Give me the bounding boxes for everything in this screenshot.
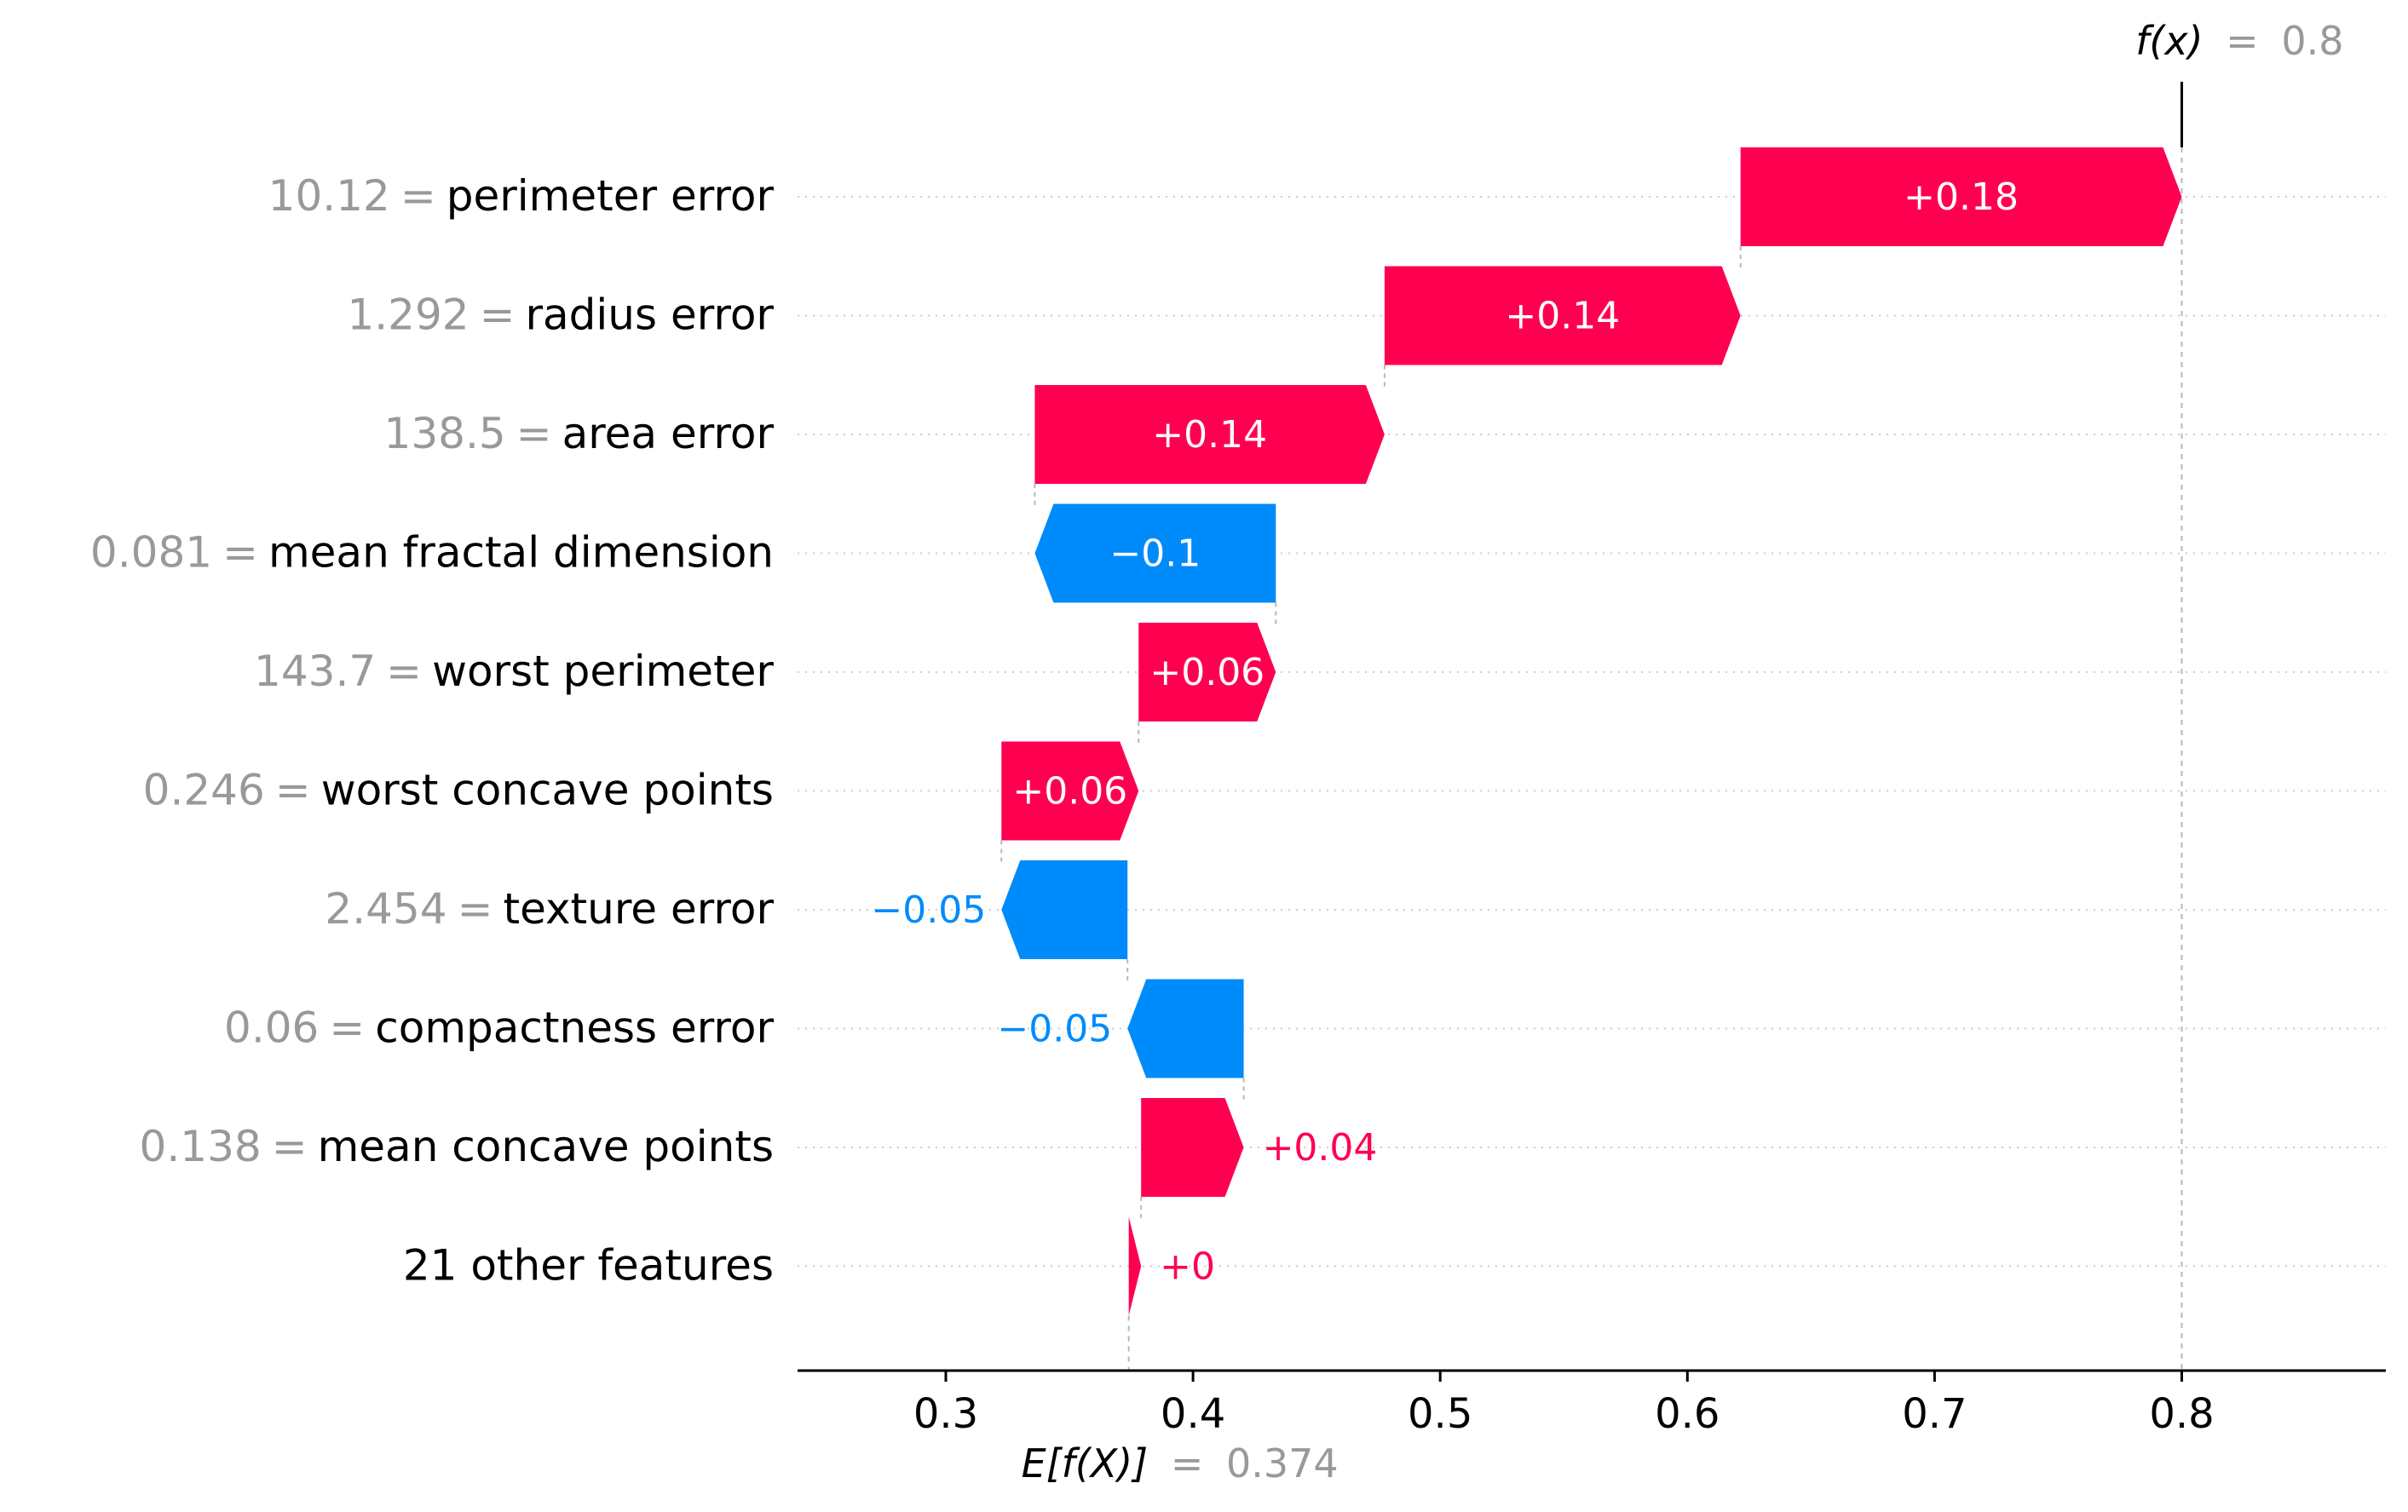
feature-eq: = <box>516 409 552 458</box>
feature-eq: = <box>275 766 311 815</box>
bar-value-label: +0 <box>1160 1245 1215 1289</box>
bar <box>1384 266 1741 365</box>
bar <box>1127 979 1244 1078</box>
feature-value: 138.5 <box>384 409 506 458</box>
feature-eq: = <box>386 647 422 696</box>
feature-name: texture error <box>503 884 774 934</box>
feature-label: 21 other features <box>403 1241 774 1291</box>
bar-value-label: −0.05 <box>871 888 986 932</box>
x-tick-label: 0.6 <box>1655 1390 1720 1438</box>
feature-name: perimeter error <box>446 171 775 221</box>
connectors <box>1000 246 1742 1222</box>
base-eq: = <box>1171 1440 1204 1486</box>
output-value-label: f(x) = 0.8 <box>2135 18 2343 64</box>
reference-lines <box>1127 82 2183 1371</box>
feature-label: 0.246 = worst concave points <box>143 766 774 815</box>
feature-value: 10.12 <box>268 171 390 221</box>
output-fn: f(x) <box>2135 18 2203 64</box>
feature-name: mean fractal dimension <box>268 528 774 578</box>
bar <box>1128 1216 1142 1316</box>
bar <box>1001 741 1139 841</box>
x-tick-label: 0.8 <box>2149 1390 2214 1438</box>
feature-label: 10.12 = perimeter error <box>268 171 775 221</box>
x-axis-ticks: 0.3 0.4 0.5 0.6 0.7 0.8 <box>913 1371 2215 1438</box>
feature-label: 0.138 = mean concave points <box>140 1122 774 1171</box>
feature-label: 143.7 = worst perimeter <box>254 647 774 696</box>
x-tick-label: 0.4 <box>1161 1390 1225 1438</box>
feature-value: 2.454 <box>325 884 446 934</box>
output-value: 0.8 <box>2281 18 2343 64</box>
bar-value-label: −0.05 <box>997 1008 1112 1051</box>
feature-eq: = <box>222 528 258 578</box>
feature-label: 0.06 = compactness error <box>224 1003 774 1053</box>
feature-label: 138.5 = area error <box>384 409 775 458</box>
feature-eq: = <box>480 290 516 340</box>
feature-eq: = <box>458 884 493 934</box>
feature-label: 2.454 = texture error <box>325 884 774 934</box>
base-fn: E[f(X)] <box>1022 1440 1149 1486</box>
bar <box>1001 860 1128 959</box>
bar <box>1034 503 1276 603</box>
base-value: 0.374 <box>1226 1440 1339 1486</box>
bar-value-label: +0.06 <box>1012 770 1127 813</box>
feature-name: mean concave points <box>318 1122 774 1171</box>
feature-eq: = <box>272 1122 308 1171</box>
bar-value-label: −0.1 <box>1109 532 1201 576</box>
feature-label: 0.081 = mean fractal dimension <box>90 528 774 578</box>
feature-eq: = <box>400 171 436 221</box>
feature-value: 0.06 <box>224 1003 319 1053</box>
bar-value-label: +0.06 <box>1149 651 1264 694</box>
feature-label: 1.292 = radius error <box>347 290 774 340</box>
feature-value: 143.7 <box>254 647 376 696</box>
feature-eq: = <box>329 1003 365 1053</box>
output-eq: = <box>2226 18 2259 64</box>
bar <box>1740 147 2182 246</box>
bar-value-label: +0.18 <box>1904 175 2019 219</box>
base-value-label: E[f(X)] = 0.374 <box>1022 1440 1339 1486</box>
feature-value: 1.292 <box>347 290 469 340</box>
x-tick-label: 0.5 <box>1408 1390 1472 1438</box>
x-tick-label: 0.3 <box>913 1390 978 1438</box>
x-tick-label: 0.7 <box>1902 1390 1967 1438</box>
feature-value: 0.138 <box>140 1122 262 1171</box>
feature-name: worst perimeter <box>432 647 774 696</box>
bar-value-label: +0.04 <box>1263 1126 1378 1170</box>
bars: +0.18 +0.14 +0.14 −0.1 +0.06 +0.06 −0.05 −0.05 +… <box>871 147 2182 1316</box>
feature-name: 21 other features <box>403 1241 774 1291</box>
bar <box>1141 1098 1244 1197</box>
feature-value: 0.246 <box>143 766 265 815</box>
bar <box>1138 623 1276 722</box>
feature-name: area error <box>562 409 775 458</box>
bar-value-label: +0.14 <box>1152 413 1267 457</box>
feature-name: radius error <box>525 290 774 340</box>
bar-value-label: +0.14 <box>1505 295 1620 338</box>
feature-name: compactness error <box>375 1003 774 1053</box>
feature-name: worst concave points <box>321 766 774 815</box>
bar <box>1034 385 1385 484</box>
feature-value: 0.081 <box>90 528 212 578</box>
